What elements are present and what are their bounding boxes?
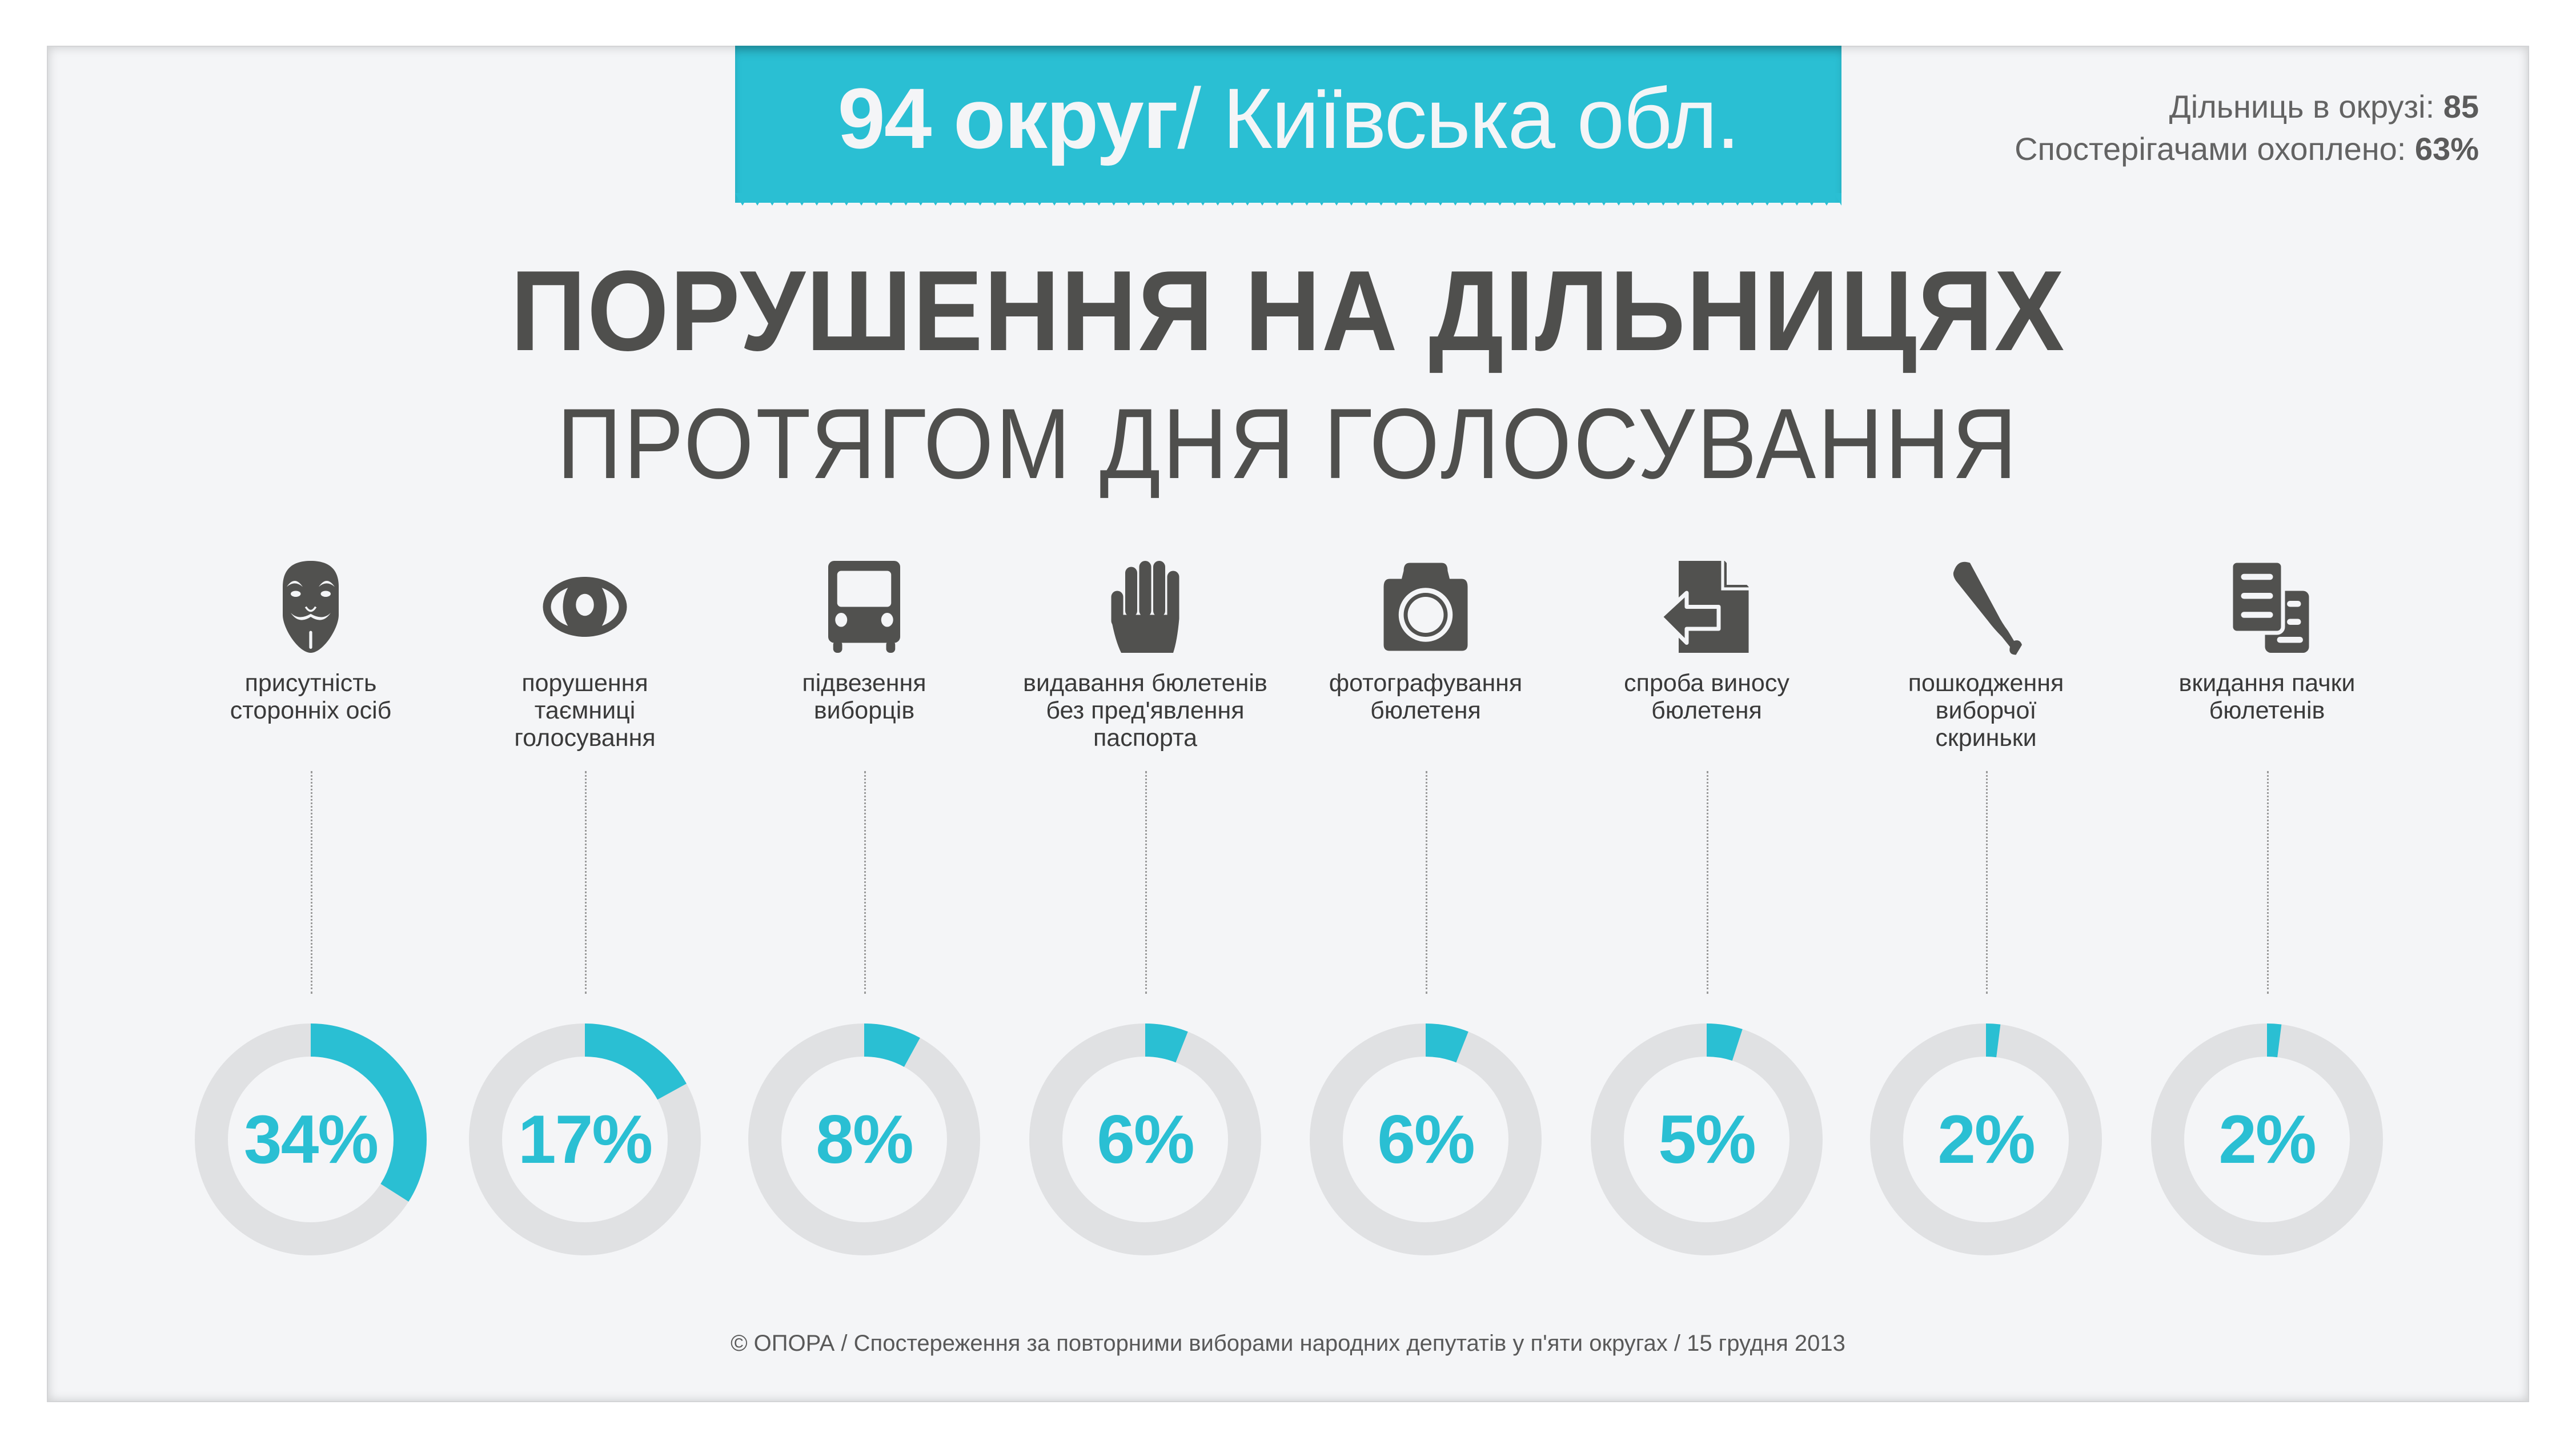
violation-item: порушення таємниці голосування	[448, 557, 722, 752]
percentage-donut: 8%	[748, 1023, 980, 1255]
donut-ring	[748, 1023, 980, 1255]
percentage-value: 34%	[243, 1101, 379, 1178]
violation-item: видавання бюлетенів без пред'явлення паспо…	[1008, 557, 1282, 752]
eye-icon	[533, 557, 636, 657]
violation-item: пошкодження виборчої скриньки	[1849, 557, 2123, 752]
violation-item: підвезення виборців	[727, 557, 1001, 724]
coverage-stat: Спостерігачами охоплено: 63%	[2015, 128, 2479, 170]
percentage-donut: 34%	[195, 1023, 427, 1255]
donut-ring	[1310, 1023, 1542, 1255]
percentage-value: 5%	[1658, 1101, 1756, 1178]
dotted-connector	[311, 771, 312, 994]
donut-ring	[469, 1023, 701, 1255]
violation-label: фотографування бюлетеня	[1329, 669, 1523, 724]
bus-icon	[813, 557, 916, 657]
district-region: / Київська обл.	[1177, 70, 1740, 166]
violation-item: присутність сторонніх осіб	[174, 557, 448, 724]
banner-zigzag-edge	[735, 193, 1841, 206]
violation-item: фотографування бюлетеня	[1289, 557, 1563, 724]
dotted-connector	[1986, 771, 1988, 994]
coverage-label: Спостерігачами охоплено:	[2015, 131, 2415, 167]
violation-label: спроба виносу бюлетеня	[1624, 669, 1789, 724]
documents-stack-icon	[2216, 557, 2318, 657]
percentage-donut: 2%	[1870, 1023, 2102, 1255]
violation-label: видавання бюлетенів без пред'явлення паспо…	[1023, 669, 1267, 752]
percentage-donut: 2%	[2151, 1023, 2383, 1255]
violation-label: підвезення виборців	[802, 669, 926, 724]
hand-icon	[1094, 557, 1197, 657]
precincts-label: Дільниць в окрузі:	[2169, 89, 2443, 125]
percentage-value: 2%	[1937, 1101, 2035, 1178]
coverage-value: 63%	[2414, 131, 2479, 167]
donut-ring	[1029, 1023, 1261, 1255]
violation-label: присутність сторонніх осіб	[230, 669, 392, 724]
main-title: ПОРУШЕННЯ НА ДІЛЬНИЦЯХ	[510, 247, 2066, 375]
dotted-connector	[585, 771, 587, 994]
violation-label: пошкодження виборчої скриньки	[1908, 669, 2064, 752]
percentage-value: 8%	[816, 1101, 913, 1178]
violation-label: порушення таємниці голосування	[514, 669, 656, 752]
dotted-connector	[2267, 771, 2269, 994]
percentage-value: 6%	[1097, 1101, 1194, 1178]
district-number: 94 округ	[837, 70, 1179, 166]
document-export-icon	[1655, 557, 1758, 657]
violation-label: вкидання пачки бюлетенів	[2178, 669, 2356, 724]
donut-ring	[1591, 1023, 1823, 1255]
percentage-donut: 17%	[469, 1023, 701, 1255]
mask-icon	[259, 557, 362, 657]
violation-item: вкидання пачки бюлетенів	[2130, 557, 2404, 724]
precincts-value: 85	[2443, 89, 2479, 125]
percentage-value: 17%	[517, 1101, 653, 1178]
violation-item: спроба виносу бюлетеня	[1570, 557, 1844, 724]
district-banner	[735, 46, 1841, 203]
coverage-stats: Дільниць в окрузі: 85 Спостерігачами охо…	[2015, 86, 2479, 170]
donut-ring	[2151, 1023, 2383, 1255]
source-footer: © ОПОРА / Спостереження за повторними ви…	[731, 1331, 1845, 1356]
dotted-connector	[1707, 771, 1708, 994]
main-subtitle: ПРОТЯГОМ ДНЯ ГОЛОСУВАННЯ	[557, 388, 2019, 500]
donut-ring	[1870, 1023, 2102, 1255]
percentage-donut: 6%	[1310, 1023, 1542, 1255]
district-title: 94 округ / Київська обл.	[735, 46, 1841, 191]
dotted-connector	[864, 771, 866, 994]
donut-ring	[195, 1023, 427, 1255]
precincts-stat: Дільниць в окрузі: 85	[2015, 86, 2479, 128]
dotted-connector	[1145, 771, 1147, 994]
bat-icon	[1935, 557, 2037, 657]
infographic-card	[47, 46, 2529, 1402]
percentage-donut: 5%	[1591, 1023, 1823, 1255]
percentage-value: 6%	[1377, 1101, 1475, 1178]
camera-icon	[1374, 557, 1477, 657]
dotted-connector	[1426, 771, 1427, 994]
percentage-value: 2%	[2218, 1101, 2316, 1178]
percentage-donut: 6%	[1029, 1023, 1261, 1255]
